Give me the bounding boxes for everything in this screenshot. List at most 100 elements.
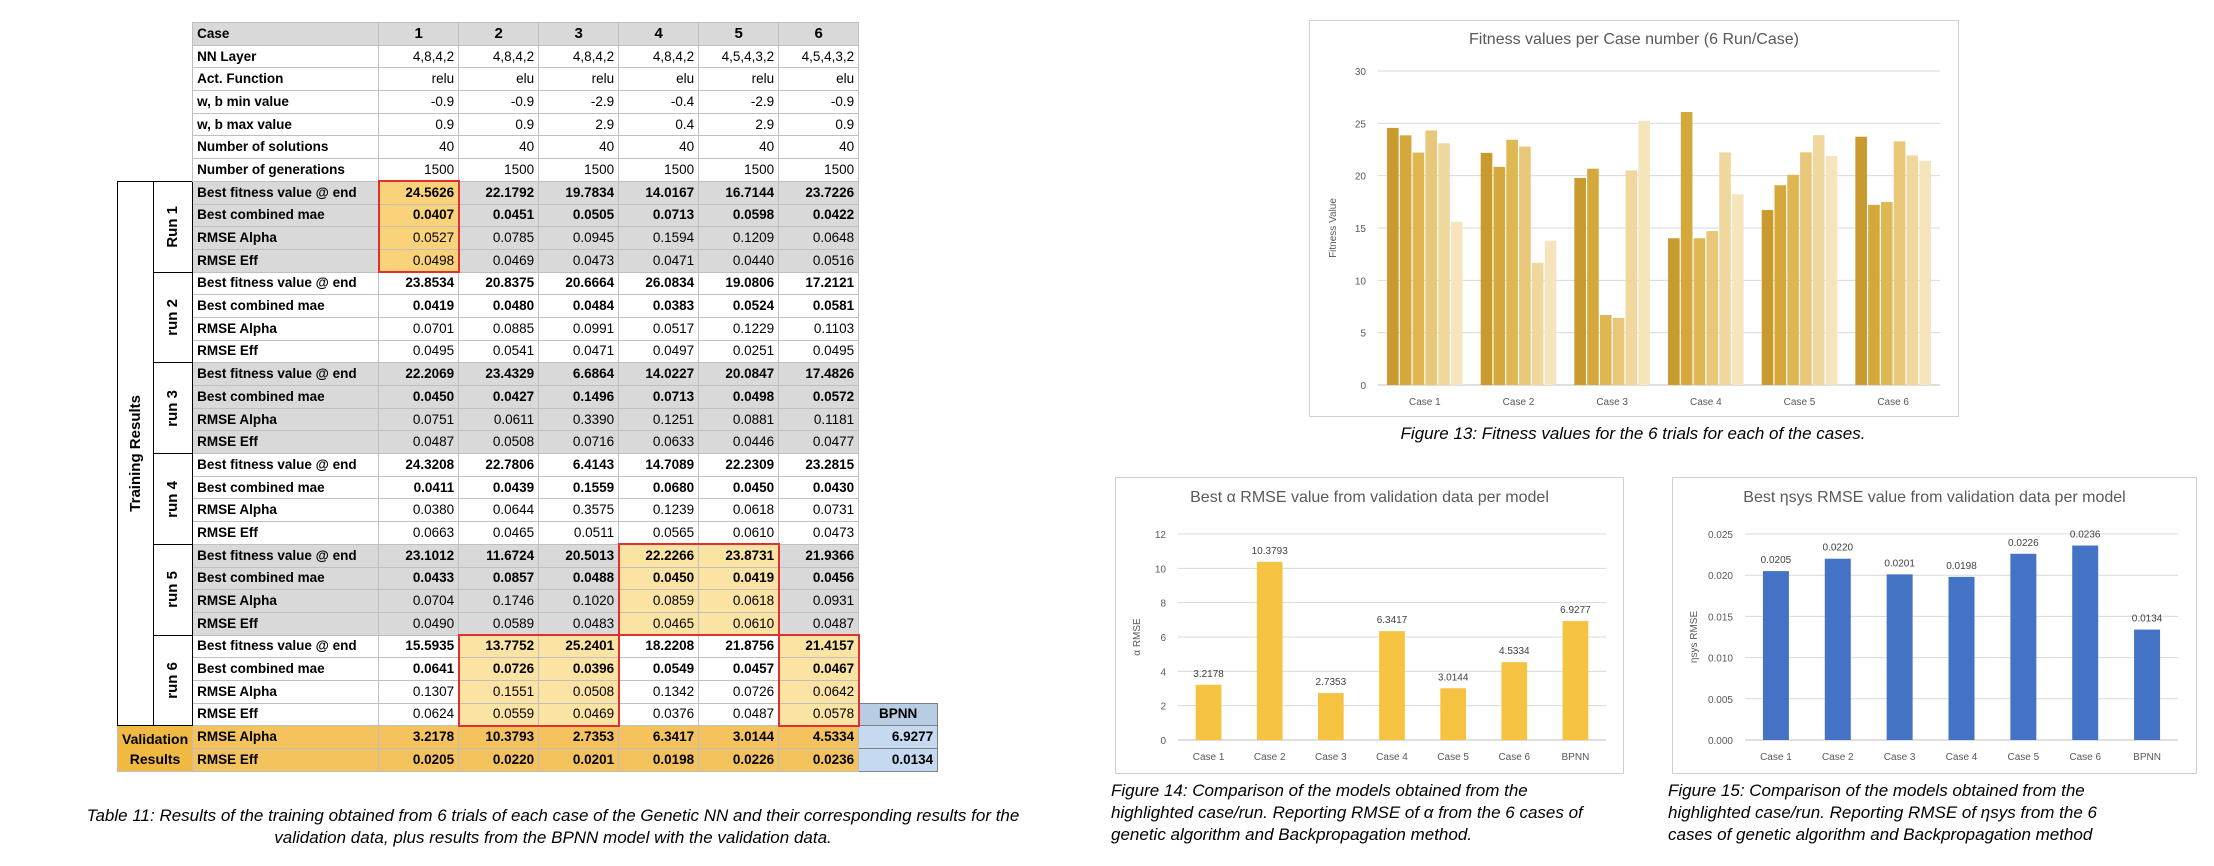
metric-value: 0.0383: [618, 294, 700, 318]
metric-value: 0.0610: [698, 521, 780, 545]
validation-value: 4.5334: [778, 725, 860, 749]
run-metric-row: run 6 Best fitness value @ end 15.5935 13.7…: [118, 634, 938, 727]
validation-value: 0.0220: [458, 748, 540, 772]
metric-value: 0.1342: [618, 679, 700, 704]
data-label: 2.7353: [1316, 677, 1347, 688]
y-tick-label: 2: [1160, 702, 1166, 713]
metric-value: 0.0490: [378, 611, 460, 636]
metric-value: 0.0565: [618, 521, 700, 545]
metric-value: 0.0419: [378, 294, 460, 318]
metric-value: 0.0380: [378, 498, 460, 523]
y-tick-label: 0.000: [1708, 736, 1733, 747]
data-label: 6.3417: [1377, 615, 1408, 626]
x-tick-label: Case 6: [1498, 752, 1530, 763]
metric-value: 0.0680: [618, 475, 700, 500]
bar: [1501, 662, 1528, 740]
y-tick-label: 0.010: [1708, 654, 1733, 665]
blank-cell: [858, 362, 938, 386]
config-value: -2.9: [538, 90, 620, 114]
metric-value: 0.0487: [778, 611, 860, 636]
run-metric-row: run 3 Best fitness value @ end 22.2069 23.4…: [118, 362, 938, 455]
metric-value: 0.0407: [378, 203, 460, 228]
metric-value: 0.0578: [778, 702, 860, 727]
bar: [1880, 202, 1893, 385]
metric-value: 0.1251: [618, 407, 700, 432]
y-tick-label: 10: [1155, 564, 1167, 575]
fig14-caption-line1: Figure 14: Comparison of the models obta…: [1111, 781, 1528, 800]
bar: [2010, 553, 2037, 740]
metric-value: 0.0726: [458, 657, 540, 681]
metric-value: 0.1551: [458, 679, 540, 704]
run-metric-row: run 2 Best fitness value @ end 23.8534 20.8…: [118, 271, 938, 364]
data-label: 0.0226: [2008, 538, 2039, 549]
run-label-cell: Run 1: [153, 180, 194, 273]
bar: [1706, 231, 1719, 385]
metric-label: Best fitness value @ end: [192, 543, 380, 568]
bar: [2072, 545, 2099, 740]
validation-value: 10.3793: [458, 725, 540, 749]
metric-value: 0.0644: [458, 498, 540, 523]
validation-row: RMSE Eff 0.0205 0.0220 0.0201 0.0198 0.0226 0.…: [118, 748, 939, 772]
fig15-caption-line3: cases of genetic algorithm and Backpropa…: [1668, 825, 2093, 844]
bar: [1919, 160, 1931, 385]
config-value: 0.9: [378, 112, 460, 137]
metric-value: 0.0881: [698, 407, 780, 432]
metric-value: 0.0726: [698, 679, 780, 704]
metric-label: RMSE Eff: [192, 702, 380, 727]
blank-cell: [858, 135, 938, 159]
metric-value: 0.1496: [538, 385, 620, 409]
config-value: -2.9: [698, 90, 780, 114]
y-tick-label: 0.015: [1708, 612, 1733, 623]
bar: [1732, 194, 1744, 385]
data-label: 4.5334: [1499, 646, 1530, 657]
run-metric-row: RMSE Alpha 0.1307 0.1551 0.0508 0.1342 0.0726…: [118, 679, 938, 704]
metric-value: 22.2266: [618, 543, 700, 568]
metric-label: RMSE Eff: [192, 339, 380, 364]
y-tick-label: 0.025: [1708, 530, 1733, 541]
metric-value: 6.4143: [538, 453, 620, 477]
x-tick-label: Case 3: [1596, 397, 1628, 408]
metric-value: 0.0495: [378, 339, 460, 364]
metric-value: 0.0457: [698, 657, 780, 681]
bar: [1519, 146, 1531, 385]
training-results-label: Training Results: [126, 395, 144, 512]
metric-value: 0.0559: [458, 702, 540, 727]
x-tick-label: Case 5: [1784, 397, 1816, 408]
run-label: run 4: [164, 480, 182, 518]
metric-value: 24.5626: [378, 180, 460, 205]
bar: [1412, 152, 1425, 385]
config-label: Number of generations: [192, 158, 380, 182]
metric-value: 23.8731: [698, 543, 780, 568]
run-metric-row: RMSE Alpha 0.0751 0.0611 0.3390 0.1251 0.0881…: [118, 407, 938, 432]
run-metric-row: RMSE Alpha 0.0704 0.1746 0.1020 0.0859 0.0618…: [118, 589, 938, 613]
config-value: 40: [378, 135, 460, 160]
blank-cell: [117, 22, 193, 182]
data-label: 0.0134: [2132, 614, 2163, 625]
bar: [2134, 629, 2161, 740]
results-table-container: Case 1 2 3 4 5 6 NN Layer 4,8,4,2 4,8,4,2 4,8,4,2 4…: [116, 22, 939, 772]
metric-value: 0.0465: [618, 611, 700, 636]
bar: [1868, 204, 1880, 385]
metric-value: 0.0446: [698, 430, 780, 455]
config-value: 1500: [538, 158, 620, 182]
run-metric-row: RMSE Alpha 0.0380 0.0644 0.3575 0.1239 0.0618…: [118, 498, 938, 523]
y-axis-label: α RMSE: [1132, 618, 1143, 656]
run-label-cell: run 5: [153, 543, 194, 636]
metric-value: 0.0527: [378, 226, 460, 250]
blank-cell: [858, 317, 938, 341]
metric-value: 0.0508: [458, 430, 540, 455]
metric-value: 14.0167: [618, 180, 700, 205]
metric-value: 11.6724: [458, 543, 540, 568]
metric-value: 0.0465: [458, 521, 540, 545]
metric-value: 0.0411: [378, 475, 460, 500]
metric-label: RMSE Eff: [192, 430, 380, 455]
blank-cell: [858, 453, 938, 477]
x-tick-label: Case 6: [2069, 752, 2101, 763]
metric-value: 20.6664: [538, 271, 620, 296]
metric-value: 0.0484: [538, 294, 620, 318]
data-label: 0.0201: [1884, 558, 1915, 569]
blank-cell: [858, 249, 938, 273]
metric-value: 14.7089: [618, 453, 700, 477]
metric-label: RMSE Alpha: [192, 679, 380, 704]
case-header-label: Case: [192, 22, 380, 46]
